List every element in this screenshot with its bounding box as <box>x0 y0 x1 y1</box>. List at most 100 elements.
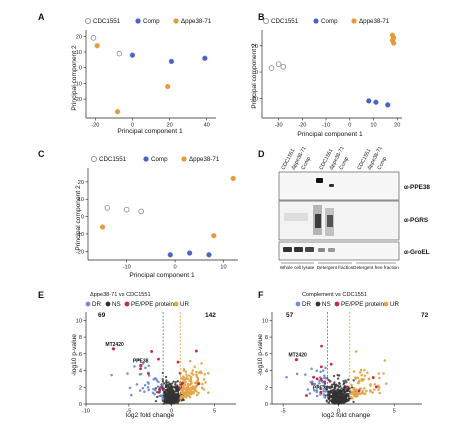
volcano-point-dr <box>152 387 155 391</box>
volcano-point-pe-ppe <box>374 385 378 389</box>
blot-ppe38-frame <box>278 171 400 201</box>
volcano-point-ns <box>334 401 338 405</box>
volcano-point-ns <box>339 385 342 388</box>
panel-a-legend: CDC1551 Comp Δppe38-71 <box>85 17 212 25</box>
volcano-point-ur <box>349 395 353 399</box>
y-tick-label: 2 <box>79 385 82 391</box>
volcano-point-dr <box>323 374 326 378</box>
pca-point-comp <box>129 52 136 58</box>
blot-ppe38-label: α-PPE38 <box>404 184 430 191</box>
y-tick-label: -10 <box>74 81 82 87</box>
volcano-point-ur <box>202 388 206 391</box>
volcano-point-ns <box>182 398 185 402</box>
panel-a-ylabel: Principal component 2 <box>71 45 78 111</box>
volcano-point-ur <box>182 375 185 378</box>
volcano-point-ns <box>174 380 177 384</box>
volcano-point-ur <box>183 391 186 395</box>
y-tick-label: -20 <box>74 97 82 103</box>
panel-d-label: D <box>258 149 265 159</box>
volcano-point-ns <box>172 380 175 383</box>
volcano-point-ns <box>340 396 343 400</box>
x-tick-label: -5 <box>281 409 286 415</box>
x-tick-label: 0 <box>131 123 134 129</box>
volcano-point-ns <box>168 383 171 386</box>
volcano-point-ur <box>189 376 193 379</box>
panel-f-plot: -5 0 5 0 2 4 6 8 10 MT2420 PPE38 <box>262 312 422 415</box>
volcano-point-ur <box>369 383 372 386</box>
legend-pe-marker <box>124 301 130 307</box>
volcano-point-ur <box>349 392 353 396</box>
panel-a-xlabel: Principal component 1 <box>117 128 183 135</box>
volcano-point-ur <box>194 381 197 384</box>
lane-label: Comp <box>338 156 350 171</box>
pca-point-cdc1551 <box>268 65 275 71</box>
legend-cdc-marker <box>91 155 98 162</box>
volcano-point-labeled <box>294 358 299 362</box>
blot-band <box>305 247 314 252</box>
x-tick-label: 40 <box>204 123 210 129</box>
volcano-point-dr <box>322 369 325 372</box>
volcano-point-ur <box>200 386 204 390</box>
panel-e-label: E <box>38 290 44 300</box>
volcano-point-ns <box>336 392 339 395</box>
legend-ppe-marker <box>181 156 187 162</box>
volcano-point-dr <box>110 373 113 377</box>
volcano-point-ns <box>344 396 348 399</box>
y-tick-label: 0 <box>81 215 84 221</box>
volcano-point-ns <box>328 386 331 390</box>
x-tick-label: 5 <box>213 409 216 415</box>
volcano-point-ns <box>176 380 179 383</box>
volcano-point-dr <box>143 390 146 393</box>
y-tick-label: -10 <box>76 232 84 238</box>
volcano-point-ur <box>188 374 191 377</box>
volcano-point-ur <box>184 370 188 373</box>
volcano-point-ns <box>165 381 168 384</box>
volcano-point-ur <box>377 388 380 392</box>
volcano-point-ns <box>337 396 340 399</box>
pca-point-comp <box>206 252 212 258</box>
legend-cdc-label: CDC1551 <box>99 156 127 163</box>
volcano-point-ns <box>165 401 168 404</box>
volcano-point-ns <box>168 397 171 400</box>
volcano-point-ns <box>337 399 340 402</box>
y-tick-label: 10 <box>76 50 82 56</box>
volcano-point-ns <box>344 390 347 394</box>
volcano-point-ns <box>339 390 342 394</box>
pca-point-cdc1551 <box>90 35 97 41</box>
volcano-point-dr <box>146 386 150 389</box>
volcano-point-ur <box>185 377 189 380</box>
volcano-point-ns <box>163 398 167 401</box>
volcano-point-ur <box>189 378 193 381</box>
volcano-point-ur <box>184 380 187 384</box>
panel-f: F Complement vs CDC1551 DR NS PE/PPE pro… <box>257 290 429 419</box>
volcano-point-pe-ppe <box>147 372 150 375</box>
y-tick-label: 10 <box>78 197 84 203</box>
panel-e-plot: -10 -5 0 5 0 2 4 6 8 10 MT2420 PPE38 <box>76 312 236 415</box>
volcano-point-ns <box>172 394 176 397</box>
panel-b-label: B <box>258 12 265 22</box>
panel-a: A CDC1551 Comp Δppe38-71 Principal compo… <box>38 12 216 135</box>
volcano-point-ur <box>194 385 198 389</box>
pca-point-comp <box>167 252 173 258</box>
legend-comp-label: Comp <box>321 18 338 25</box>
volcano-point-pe-ppe <box>323 380 327 384</box>
volcano-point-ns <box>164 375 168 379</box>
y-tick-label: 4 <box>79 369 82 375</box>
volcano-point-ur <box>378 376 381 380</box>
x-tick-label: -20 <box>91 123 99 129</box>
y-tick-label: 10 <box>76 318 82 324</box>
volcano-point-ur <box>183 386 186 390</box>
volcano-point-ur <box>363 368 366 372</box>
volcano-point-dr <box>141 386 145 390</box>
volcano-point-ur <box>360 373 363 377</box>
volcano-point-ur <box>188 359 192 363</box>
volcano-point-ur <box>356 391 360 395</box>
volcano-point-ns <box>163 400 167 403</box>
y-tick-label: 10 <box>262 318 268 324</box>
y-tick-label: 8 <box>79 335 82 341</box>
panel-e-ylabel: -log10 p-value <box>71 334 78 376</box>
volcano-point-dr <box>311 380 314 383</box>
volcano-point-pe-ppe <box>312 375 315 379</box>
volcano-point-ur <box>373 383 376 386</box>
volcano-point-ns <box>328 395 331 398</box>
